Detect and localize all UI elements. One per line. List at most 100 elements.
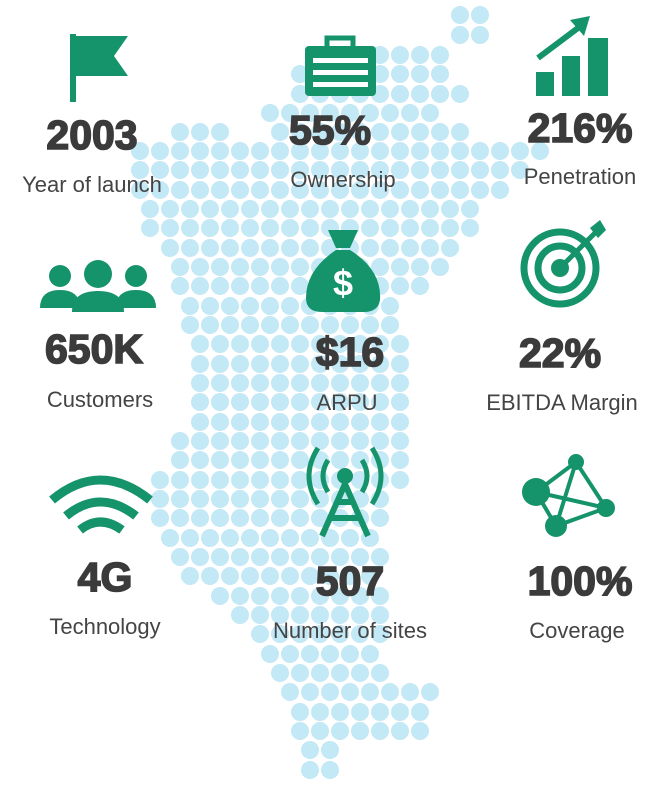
map-dot — [251, 161, 269, 179]
map-dot — [431, 65, 449, 83]
kpi-label: Customers — [47, 387, 153, 412]
map-dot — [421, 219, 439, 237]
map-dot — [371, 703, 389, 721]
map-dot — [421, 200, 439, 218]
map-dot — [251, 355, 269, 373]
map-dot — [311, 432, 329, 450]
map-dot — [351, 548, 369, 566]
map-dot — [151, 161, 169, 179]
map-dot — [311, 722, 329, 740]
kpi-label: EBITDA Margin — [486, 390, 638, 415]
map-dot — [291, 413, 309, 431]
map-dot — [251, 490, 269, 508]
map-dot — [311, 393, 329, 411]
map-dot — [151, 509, 169, 527]
map-dot — [301, 239, 319, 257]
map-dot — [181, 297, 199, 315]
map-dot — [311, 142, 329, 160]
map-dot — [461, 200, 479, 218]
map-dot — [221, 297, 239, 315]
map-dot — [331, 606, 349, 624]
map-dot — [301, 567, 319, 585]
map-dot — [381, 297, 399, 315]
map-dot — [291, 393, 309, 411]
map-dot — [281, 529, 299, 547]
map-dot — [251, 587, 269, 605]
map-dot — [231, 277, 249, 295]
map-dot — [231, 413, 249, 431]
map-dot — [231, 355, 249, 373]
map-dot — [191, 509, 209, 527]
map-dot — [271, 451, 289, 469]
map-dot — [281, 645, 299, 663]
map-dot — [391, 181, 409, 199]
map-dot — [161, 219, 179, 237]
map-dot — [401, 219, 419, 237]
map-dot — [291, 65, 309, 83]
map-dot — [351, 123, 369, 141]
map-dot — [231, 451, 249, 469]
map-dot — [391, 277, 409, 295]
map-dot — [211, 432, 229, 450]
map-dot — [241, 529, 259, 547]
map-dot — [391, 374, 409, 392]
tower-icon — [306, 446, 384, 538]
map-dot — [271, 432, 289, 450]
map-dot — [361, 239, 379, 257]
map-dot — [371, 413, 389, 431]
map-dot — [231, 393, 249, 411]
kpi-value: 216% — [528, 105, 633, 151]
map-dot — [321, 104, 339, 122]
map-dot — [341, 529, 359, 547]
map-dot — [341, 683, 359, 701]
map-dot — [191, 335, 209, 353]
money-bag-icon: $ — [306, 230, 381, 312]
kpi-label: Ownership — [290, 167, 395, 192]
kpi-label: Number of sites — [273, 618, 427, 643]
map-dot — [211, 355, 229, 373]
map-dot — [291, 664, 309, 682]
map-dot — [331, 374, 349, 392]
map-dot — [391, 471, 409, 489]
map-dot — [451, 181, 469, 199]
map-dot — [251, 451, 269, 469]
map-dot — [271, 258, 289, 276]
map-dot — [351, 355, 369, 373]
map-dot — [491, 181, 509, 199]
map-dot — [171, 161, 189, 179]
map-dot — [331, 432, 349, 450]
map-dot — [351, 703, 369, 721]
map-dot — [191, 277, 209, 295]
map-dot — [331, 142, 349, 160]
map-dot — [251, 277, 269, 295]
map-dot — [301, 741, 319, 759]
map-dot — [511, 142, 529, 160]
kpi-value: 55% — [289, 107, 371, 153]
map-dot — [291, 374, 309, 392]
map-dot — [361, 316, 379, 334]
kpi-value: 650K — [45, 326, 143, 372]
map-dot — [241, 297, 259, 315]
map-dot — [181, 529, 199, 547]
map-dot — [391, 335, 409, 353]
map-dot — [211, 142, 229, 160]
map-dot — [271, 587, 289, 605]
map-dot — [291, 355, 309, 373]
map-dot — [221, 219, 239, 237]
map-dot — [271, 393, 289, 411]
map-dot — [211, 471, 229, 489]
map-dot — [321, 567, 339, 585]
map-dot — [251, 625, 269, 643]
map-dot — [271, 471, 289, 489]
map-dot — [371, 722, 389, 740]
map-dot — [411, 258, 429, 276]
map-dot — [471, 142, 489, 160]
map-dot — [191, 161, 209, 179]
map-dot — [331, 123, 349, 141]
map-dot — [281, 219, 299, 237]
kpi-value: 4G — [78, 554, 133, 600]
map-dot — [271, 664, 289, 682]
map-dot — [391, 46, 409, 64]
map-dot — [331, 703, 349, 721]
map-dot — [291, 161, 309, 179]
